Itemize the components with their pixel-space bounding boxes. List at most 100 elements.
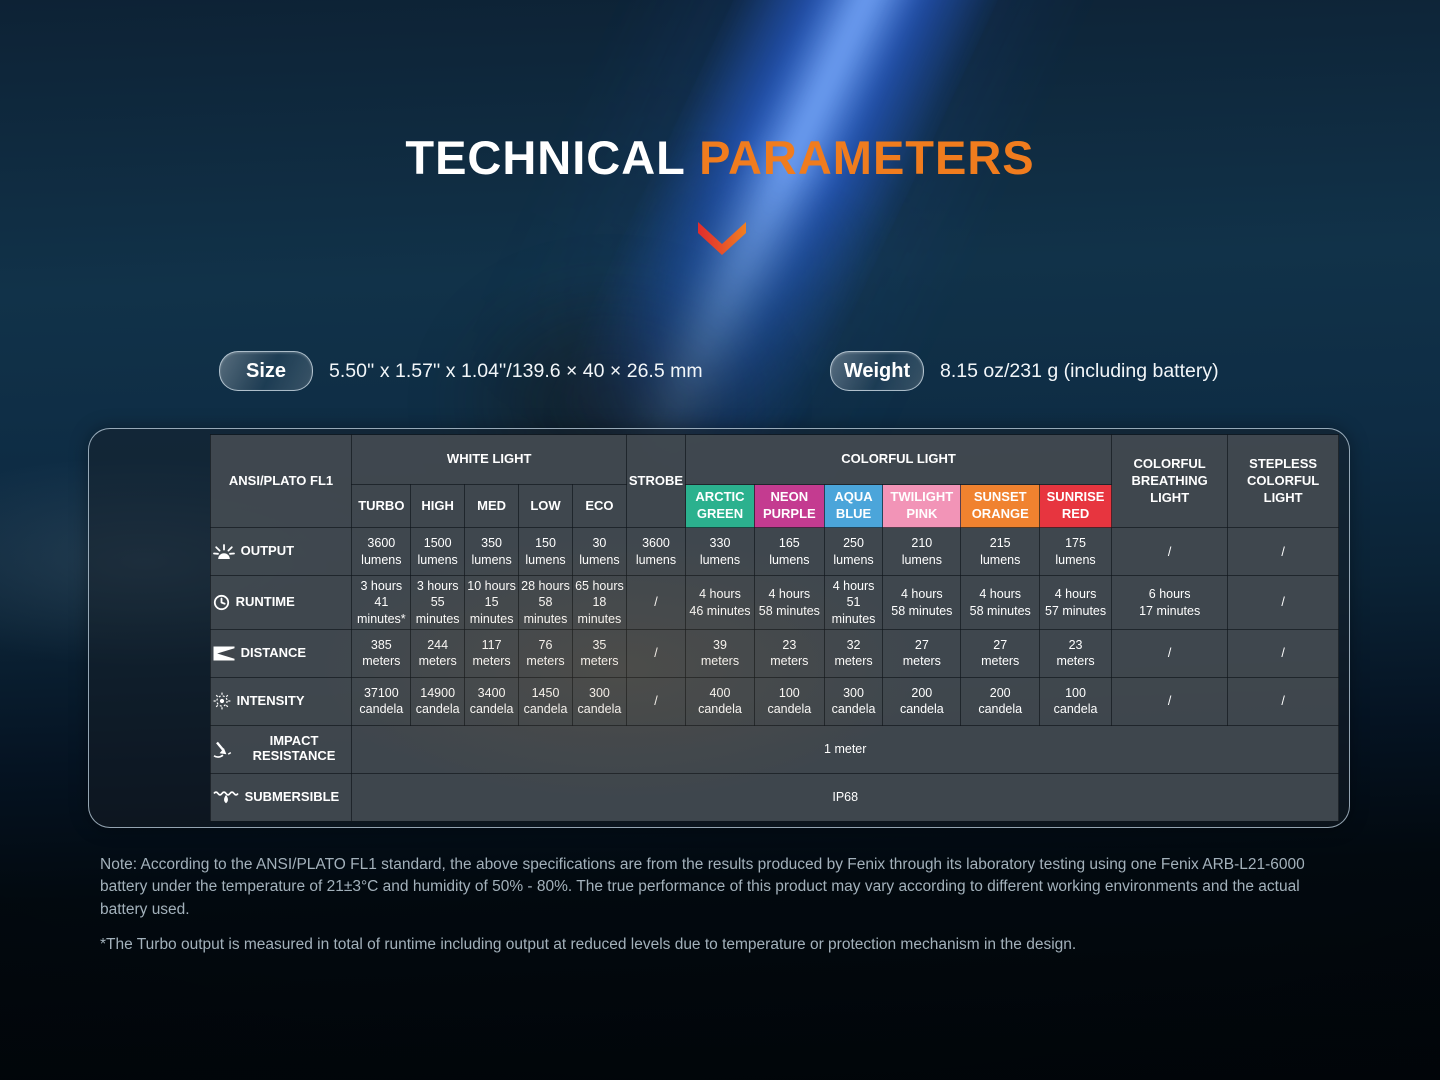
table-cell: 39 meters	[685, 628, 755, 678]
spec-table: ANSI/PLATO FL1 WHITE LIGHT STROBE COLORFUL …	[99, 434, 1339, 822]
column-header: TWILIGHT PINK	[882, 484, 962, 529]
weight-pill: Weight	[830, 351, 924, 391]
table-cell: 330 lumens	[685, 527, 755, 577]
column-header: AQUA BLUE	[823, 484, 884, 529]
table-cell: IP68	[351, 772, 1339, 822]
table-cell: 385 meters	[351, 628, 412, 678]
footnote-turbo: *The Turbo output is measured in total o…	[100, 936, 1077, 954]
table-cell: 250 lumens	[823, 527, 884, 577]
table-cell: /	[1111, 527, 1229, 577]
distance-beam-icon	[213, 646, 235, 661]
table-corner-label: ANSI/PLATO FL1	[209, 434, 353, 529]
table-cell: 4 hours 58 minutes	[882, 575, 962, 630]
page-title-white: TECHNICAL	[405, 131, 686, 184]
table-cell: 300 candela	[571, 676, 627, 726]
weight-value: 8.15 oz/231 g (including battery)	[940, 359, 1219, 382]
row-label: OUTPUT	[209, 527, 353, 577]
table-cell: 4 hours 57 minutes	[1039, 575, 1113, 630]
table-cell: 3400 candela	[464, 676, 520, 726]
table-cell: 14900 candela	[410, 676, 466, 726]
table-cell: 3600 lumens	[625, 527, 687, 577]
page-title: TECHNICAL PARAMETERS	[0, 130, 1440, 185]
group-header: STROBE	[625, 434, 687, 529]
row-label-text: DISTANCE	[240, 644, 307, 660]
table-cell: 10 hours 15 minutes	[464, 575, 520, 630]
table-cell: 165 lumens	[753, 527, 825, 577]
size-spec: Size 5.50'' x 1.57'' x 1.04''/139.6 × 40…	[219, 351, 703, 391]
column-header: HIGH	[410, 484, 466, 529]
spec-table-panel: ANSI/PLATO FL1 WHITE LIGHT STROBE COLORFUL …	[88, 428, 1350, 828]
table-cell: 37100 candela	[351, 676, 412, 726]
page-title-orange: PARAMETERS	[685, 131, 1035, 184]
submersible-water-icon	[212, 790, 239, 805]
row-label: SUBMERSIBLE	[209, 772, 353, 822]
column-header: ARCTIC GREEN	[685, 484, 755, 529]
column-header: SUNRISE RED	[1039, 484, 1113, 529]
table-cell: 1450 candela	[518, 676, 573, 726]
row-label-text: IMPACT RESISTANCE	[252, 733, 336, 764]
intensity-target-icon	[213, 692, 231, 710]
column-header: MED	[464, 484, 520, 529]
weight-spec: Weight 8.15 oz/231 g (including battery)	[830, 351, 1219, 391]
table-cell: /	[1227, 628, 1339, 678]
table-cell: /	[625, 628, 687, 678]
table-cell: 4 hours 58 minutes	[753, 575, 825, 630]
table-cell: 200 candela	[960, 676, 1041, 726]
table-cell: 3 hours 41 minutes*	[351, 575, 412, 630]
group-header: COLORFUL LIGHT	[685, 434, 1113, 486]
footnotes: Note: According to the ANSI/PLATO FL1 st…	[100, 854, 1345, 970]
row-label: RUNTIME	[209, 575, 353, 630]
table-cell: 65 hours 18 minutes	[571, 575, 627, 630]
table-cell: /	[1111, 628, 1229, 678]
table-cell: 35 meters	[571, 628, 627, 678]
impact-resistance-icon	[213, 741, 233, 758]
group-header: WHITE LIGHT	[351, 434, 627, 486]
table-cell: /	[1227, 676, 1339, 726]
table-cell: 76 meters	[518, 628, 573, 678]
column-header: ECO	[571, 484, 627, 529]
table-cell: 150 lumens	[518, 527, 573, 577]
table-cell: 27 meters	[960, 628, 1041, 678]
table-cell: 23 meters	[1039, 628, 1113, 678]
size-value: 5.50'' x 1.57'' x 1.04''/139.6 × 40 × 26…	[329, 359, 703, 382]
table-cell: /	[1111, 676, 1229, 726]
row-label: IMPACT RESISTANCE	[209, 724, 353, 774]
table-cell: 30 lumens	[571, 527, 627, 577]
table-cell: 300 candela	[823, 676, 884, 726]
table-cell: /	[1227, 527, 1339, 577]
table-cell: 4 hours 51 minutes	[823, 575, 884, 630]
table-cell: /	[625, 676, 687, 726]
light-output-icon	[212, 543, 235, 560]
column-header: LOW	[518, 484, 573, 529]
table-cell: /	[1227, 575, 1339, 630]
table-cell: 350 lumens	[464, 527, 520, 577]
footnote-standard: Note: According to the ANSI/PLATO FL1 st…	[100, 856, 1305, 918]
table-cell: 4 hours 58 minutes	[960, 575, 1041, 630]
table-cell: 6 hours 17 minutes	[1111, 575, 1229, 630]
group-header: STEPLESS COLORFUL LIGHT	[1227, 434, 1339, 529]
table-cell: 200 candela	[882, 676, 962, 726]
table-cell: 3600 lumens	[351, 527, 412, 577]
row-label-text: SUBMERSIBLE	[244, 788, 340, 804]
table-cell: 27 meters	[882, 628, 962, 678]
table-cell: 28 hours 58 minutes	[518, 575, 573, 630]
table-cell: 210 lumens	[882, 527, 962, 577]
table-cell: 23 meters	[753, 628, 825, 678]
table-cell: 244 meters	[410, 628, 466, 678]
table-cell: /	[625, 575, 687, 630]
table-cell: 117 meters	[464, 628, 520, 678]
column-header: NEON PURPLE	[753, 484, 825, 529]
row-label: INTENSITY	[209, 676, 353, 726]
table-cell: 400 candela	[685, 676, 755, 726]
chevron-down-icon	[698, 222, 746, 255]
group-header: COLORFUL BREATHING LIGHT	[1111, 434, 1229, 529]
column-header: TURBO	[351, 484, 412, 529]
table-cell: 3 hours 55 minutes	[410, 575, 466, 630]
table-cell: 100 candela	[753, 676, 825, 726]
row-label-text: INTENSITY	[236, 692, 305, 708]
table-cell: 1500 lumens	[410, 527, 466, 577]
table-cell: 100 candela	[1039, 676, 1113, 726]
size-pill: Size	[219, 351, 313, 391]
runtime-clock-icon	[213, 594, 230, 611]
column-header: SUNSET ORANGE	[960, 484, 1041, 529]
